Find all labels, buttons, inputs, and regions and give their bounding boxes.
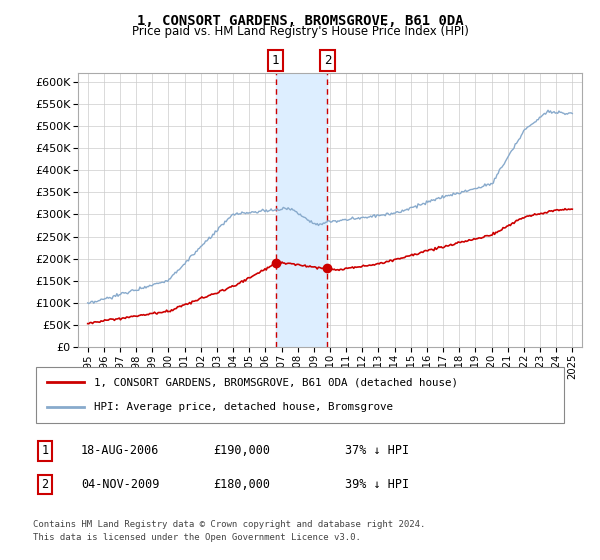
Text: 1, CONSORT GARDENS, BROMSGROVE, B61 0DA: 1, CONSORT GARDENS, BROMSGROVE, B61 0DA — [137, 14, 463, 28]
Bar — [275, 73, 328, 347]
Text: 2: 2 — [41, 478, 49, 491]
Text: 37% ↓ HPI: 37% ↓ HPI — [345, 444, 409, 458]
Text: 18-AUG-2006: 18-AUG-2006 — [81, 444, 160, 458]
Text: 2: 2 — [323, 54, 331, 67]
Text: Price paid vs. HM Land Registry's House Price Index (HPI): Price paid vs. HM Land Registry's House … — [131, 25, 469, 38]
FancyBboxPatch shape — [36, 367, 564, 423]
Text: 1, CONSORT GARDENS, BROMSGROVE, B61 0DA (detached house): 1, CONSORT GARDENS, BROMSGROVE, B61 0DA … — [94, 377, 458, 388]
Text: This data is licensed under the Open Government Licence v3.0.: This data is licensed under the Open Gov… — [33, 533, 361, 542]
Text: £180,000: £180,000 — [213, 478, 270, 491]
Text: 1: 1 — [272, 54, 280, 67]
Text: HPI: Average price, detached house, Bromsgrove: HPI: Average price, detached house, Brom… — [94, 402, 393, 412]
Text: Contains HM Land Registry data © Crown copyright and database right 2024.: Contains HM Land Registry data © Crown c… — [33, 520, 425, 529]
Text: 1: 1 — [41, 444, 49, 458]
Text: £190,000: £190,000 — [213, 444, 270, 458]
Text: 04-NOV-2009: 04-NOV-2009 — [81, 478, 160, 491]
Text: 39% ↓ HPI: 39% ↓ HPI — [345, 478, 409, 491]
